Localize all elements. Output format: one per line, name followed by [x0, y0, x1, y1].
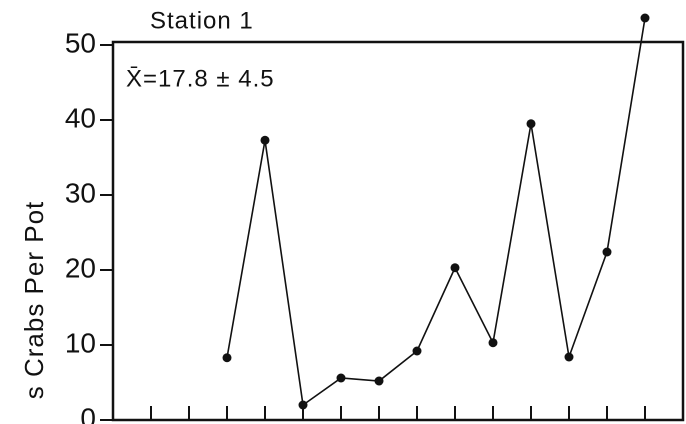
data-point	[298, 400, 308, 410]
data-point	[222, 353, 232, 363]
data-point	[564, 352, 574, 362]
y-tick-label: 10	[65, 327, 96, 358]
data-point	[336, 373, 346, 383]
data-point	[488, 338, 498, 348]
data-point	[374, 376, 384, 386]
annotation: X̄=17.8 ± 4.5	[126, 65, 275, 92]
data-line	[226, 17, 646, 407]
y-tick-label: 40	[65, 102, 96, 133]
y-tick-label: 0	[80, 402, 96, 424]
data-point	[602, 247, 612, 257]
chart-title: Station 1	[150, 7, 254, 34]
data-point	[260, 135, 270, 145]
y-tick-label: 50	[65, 27, 96, 58]
data-point	[412, 346, 422, 356]
plot-frame	[111, 40, 685, 422]
y-tick-label: 30	[65, 177, 96, 208]
data-point	[450, 263, 460, 273]
y-axis-label: s Crabs Per Pot	[19, 201, 49, 400]
y-tick-label: 20	[65, 252, 96, 283]
data-point	[526, 119, 536, 129]
data-point	[640, 13, 650, 23]
